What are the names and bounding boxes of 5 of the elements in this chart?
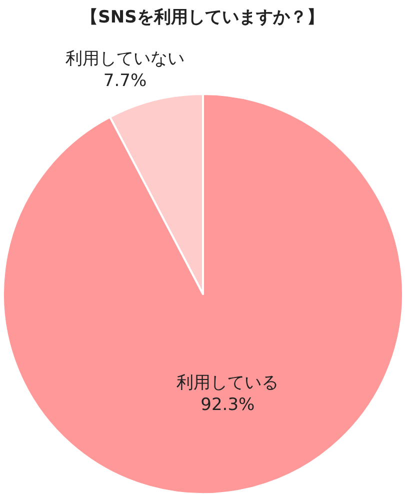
data-label: 92.3% (200, 395, 255, 415)
chart-title: 【SNSを利用していますか？】 (81, 8, 324, 28)
data-label: 7.7% (103, 71, 147, 91)
slice-label: 利用している (176, 373, 279, 393)
slice-label: 利用していない (66, 49, 184, 69)
